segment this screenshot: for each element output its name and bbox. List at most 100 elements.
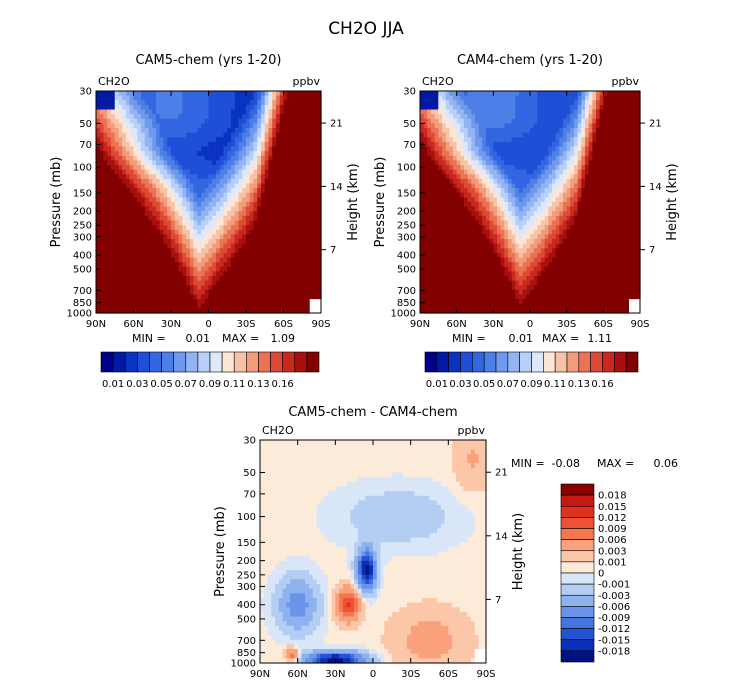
field-cell	[438, 271, 443, 277]
field-cell	[294, 183, 300, 189]
field-cell	[122, 220, 127, 226]
field-cell	[264, 248, 270, 254]
field-cell	[482, 266, 487, 272]
field-cell	[141, 308, 146, 314]
field-cell	[482, 206, 487, 212]
field-cell	[508, 155, 513, 161]
field-cell	[189, 155, 195, 161]
field-cell	[478, 91, 483, 97]
field-cell	[511, 266, 516, 272]
field-cell	[566, 257, 571, 263]
field-cell	[283, 169, 288, 175]
field-cell	[500, 155, 505, 161]
field-cell	[212, 252, 217, 259]
field-cell	[242, 276, 247, 282]
field-cell	[548, 151, 553, 157]
field-cell	[234, 285, 240, 291]
field-cell	[156, 225, 161, 231]
field-cell	[178, 239, 183, 245]
field-cell	[526, 239, 531, 245]
field-cell	[460, 220, 465, 226]
field-cell	[268, 104, 273, 111]
field-cell	[122, 294, 127, 300]
field-cell	[537, 215, 542, 222]
field-cell	[548, 294, 553, 300]
field-cell	[486, 109, 491, 115]
field-cell	[276, 262, 281, 268]
field-cell	[283, 141, 288, 148]
field-cell	[107, 132, 112, 138]
field-cell	[449, 132, 454, 138]
field-cell	[566, 132, 571, 138]
field-cell	[438, 137, 443, 143]
field-cell	[253, 276, 258, 282]
field-cell	[449, 285, 454, 291]
field-cell	[482, 289, 487, 296]
field-cell	[493, 183, 498, 189]
field-cell	[420, 252, 425, 259]
field-cell	[227, 257, 232, 263]
field-cell	[118, 146, 123, 152]
field-cell	[482, 146, 487, 152]
field-cell	[107, 243, 112, 249]
field-cell	[519, 299, 524, 305]
field-cell	[497, 239, 502, 245]
field-cell	[423, 202, 428, 208]
field-cell	[497, 225, 502, 231]
field-cell	[291, 257, 296, 263]
field-cell	[456, 276, 461, 282]
field-cell	[420, 137, 425, 143]
field-cell	[152, 155, 157, 161]
field-cell	[141, 183, 146, 189]
field-cell	[317, 146, 322, 152]
field-cell	[544, 95, 549, 101]
field-cell	[508, 299, 513, 305]
field-cell	[219, 192, 225, 198]
field-cell	[171, 285, 176, 291]
field-cell	[107, 192, 112, 198]
field-cell	[216, 155, 221, 161]
field-cell	[302, 299, 307, 305]
field-cell	[126, 141, 131, 148]
field-cell	[500, 137, 505, 143]
field-cell	[515, 262, 520, 268]
field-cell	[276, 248, 281, 254]
field-cell	[515, 109, 520, 115]
field-cell	[467, 206, 472, 212]
field-cell	[189, 91, 195, 97]
field-cell	[313, 165, 318, 171]
field-cell	[482, 118, 487, 124]
field-cell	[559, 188, 564, 194]
field-cell	[231, 197, 236, 203]
field-cell	[287, 308, 292, 314]
field-cell	[201, 91, 206, 97]
field-cell	[552, 211, 557, 217]
field-cell	[493, 118, 498, 124]
field-cell	[526, 225, 531, 231]
field-cell	[103, 276, 108, 282]
field-cell	[438, 151, 443, 157]
field-cell	[234, 137, 240, 143]
field-cell	[264, 225, 270, 231]
field-cell	[129, 137, 135, 143]
field-cell	[434, 91, 439, 97]
field-cell	[548, 141, 553, 148]
field-cell	[234, 252, 240, 259]
field-cell	[427, 206, 432, 212]
field-cell	[306, 160, 311, 166]
field-cell	[423, 174, 428, 180]
field-cell	[420, 104, 425, 111]
field-cell	[482, 303, 487, 309]
field-cell	[208, 262, 213, 268]
field-cell	[478, 95, 483, 101]
field-cell	[515, 229, 520, 235]
field-cell	[460, 109, 465, 115]
field-cell	[193, 109, 198, 115]
field-cell	[475, 123, 480, 129]
field-cell	[268, 234, 273, 240]
field-cell	[464, 215, 469, 222]
field-cell	[563, 299, 568, 305]
field-cell	[497, 137, 502, 143]
field-cell	[555, 123, 560, 129]
field-cell	[559, 289, 564, 296]
